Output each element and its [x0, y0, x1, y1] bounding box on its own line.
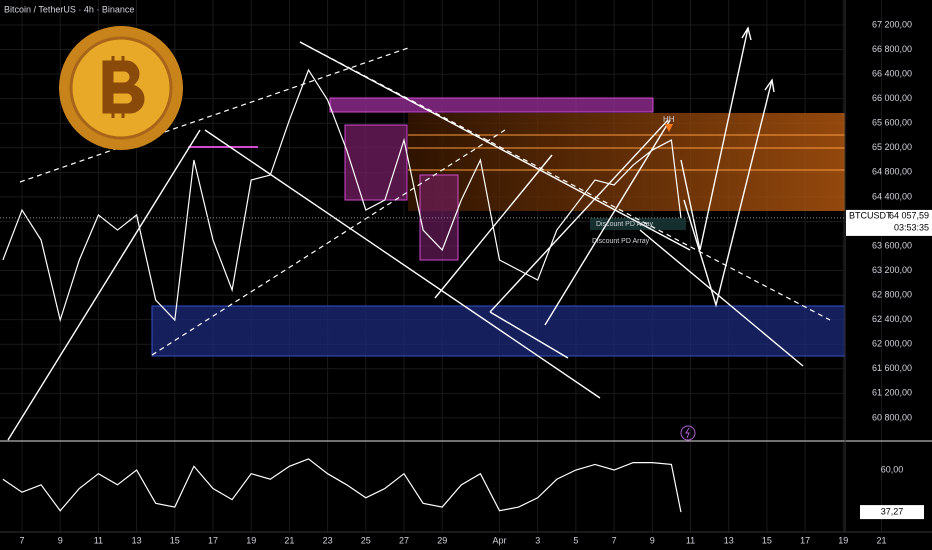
- x-tick-label: 11: [686, 535, 695, 545]
- y-tick-label: 61 600,00: [872, 363, 912, 373]
- y-tick-label: 66 400,00: [872, 68, 912, 78]
- chart-title: Bitcoin / TetherUS · 4h · Binance: [4, 4, 134, 14]
- y-tick-label: 66 000,00: [872, 93, 912, 103]
- y-tick-label: 60 800,00: [872, 412, 912, 422]
- y-tick-label: 67 200,00: [872, 19, 912, 29]
- annotation: Discount PD Array: [592, 238, 650, 245]
- x-tick-label: 9: [650, 535, 655, 545]
- marker: [665, 124, 673, 132]
- symbol-label: BTCUSDT: [849, 210, 892, 220]
- y-tick-label: 64 800,00: [872, 167, 912, 177]
- x-tick-label: 29: [437, 535, 447, 545]
- x-tick-label: 17: [800, 535, 810, 545]
- x-tick-label: 23: [323, 535, 333, 545]
- fvg-box: [329, 97, 654, 113]
- event-bolt: [685, 427, 690, 439]
- x-tick-label: 25: [361, 535, 371, 545]
- x-tick-label: 21: [876, 535, 886, 545]
- arrow-head: [741, 26, 752, 41]
- countdown-label: 03:53:35: [894, 222, 929, 232]
- y-tick-label: 66 800,00: [872, 44, 912, 54]
- y-tick-label: 65 200,00: [872, 142, 912, 152]
- event-icon[interactable]: [680, 425, 696, 441]
- price-label: 64 057,59: [889, 210, 929, 220]
- y-tick-label: 63 600,00: [872, 240, 912, 250]
- trend-line: [299, 41, 831, 321]
- x-tick-label: 13: [132, 535, 142, 545]
- x-tick-label: 19: [246, 535, 256, 545]
- x-tick-label: 9: [58, 535, 63, 545]
- trend-line: [489, 311, 569, 359]
- demand-zone: [151, 305, 846, 357]
- y-tick-label: 64 400,00: [872, 191, 912, 201]
- y-tick-label: 63 200,00: [872, 265, 912, 275]
- trend-line: [489, 119, 669, 313]
- x-tick-label: 15: [170, 535, 180, 545]
- x-tick-label: 17: [208, 535, 218, 545]
- projection: [683, 79, 773, 308]
- trend-line: [19, 47, 409, 183]
- x-tick-label: 21: [284, 535, 294, 545]
- logo-symbol: [102, 56, 145, 118]
- fvg-box: [344, 124, 408, 201]
- x-tick-label: 15: [762, 535, 772, 545]
- x-tick-label: Apr: [492, 535, 506, 545]
- rsi-badge: [860, 505, 924, 520]
- x-tick-label: 7: [612, 535, 617, 545]
- x-tick-label: 19: [838, 535, 848, 545]
- x-tick-label: 5: [573, 535, 578, 545]
- x-tick-label: 27: [399, 535, 409, 545]
- annotation: Discount PD Array: [596, 221, 654, 228]
- annotation: HH: [663, 115, 675, 124]
- projection: [680, 27, 749, 251]
- supply-zone: [408, 113, 845, 211]
- price-line: [2, 458, 682, 513]
- y-tick-label: 62 800,00: [872, 289, 912, 299]
- x-tick-label: 11: [94, 535, 103, 545]
- y-tick-label: 65 600,00: [872, 118, 912, 128]
- trend-line: [7, 129, 201, 441]
- price-badge: [846, 209, 932, 236]
- y-tick-label: 61 200,00: [872, 388, 912, 398]
- y-tick-label: 60,00: [881, 464, 904, 474]
- arrow-head: [764, 78, 775, 93]
- y-tick-label: 62 000,00: [872, 339, 912, 349]
- x-tick-label: 13: [724, 535, 734, 545]
- pd-box: [590, 218, 686, 230]
- trend-line: [639, 229, 804, 367]
- price-line: [2, 68, 682, 323]
- x-tick-label: 3: [535, 535, 540, 545]
- x-tick-label: 7: [19, 535, 24, 545]
- trend-line: [544, 119, 671, 326]
- trend-line: [151, 129, 506, 356]
- y-tick-label: 62 400,00: [872, 314, 912, 324]
- rsi-label: 37,27: [881, 506, 904, 516]
